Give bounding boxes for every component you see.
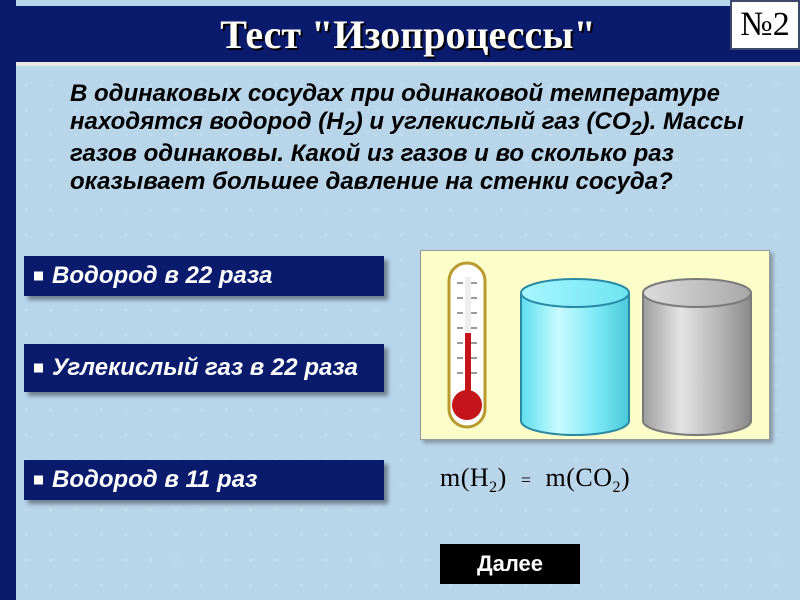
question-number-badge: №2 xyxy=(730,0,800,50)
bullet-icon xyxy=(34,476,43,485)
answer-label: Углекислый газ в 22 раза xyxy=(52,354,358,381)
answer-option-1[interactable]: Водород в 22 раза xyxy=(24,256,384,296)
page-title: Тест "Изопроцессы" xyxy=(16,6,800,62)
cylinder-1 xyxy=(521,279,629,435)
title-bar: Тест "Изопроцессы" xyxy=(16,6,800,62)
title-underline xyxy=(16,62,800,66)
bullet-icon xyxy=(34,364,43,373)
question-text: В одинаковых сосудах при одинаковой темп… xyxy=(70,80,750,196)
answer-label: Водород в 22 раза xyxy=(52,262,272,289)
cylinder-2 xyxy=(643,279,751,435)
thermometer-icon xyxy=(449,263,485,427)
diagram-panel xyxy=(420,250,770,440)
next-button[interactable]: Далее xyxy=(440,544,580,584)
answer-label: Водород в 11 раз xyxy=(52,466,257,493)
equation-text: m(H2)=m(CO2) xyxy=(440,463,770,497)
answer-option-2[interactable]: Углекислый газ в 22 раза xyxy=(24,344,384,392)
bullet-icon xyxy=(34,272,43,281)
left-edge xyxy=(0,0,16,600)
diagram-svg xyxy=(421,251,771,441)
answer-option-3[interactable]: Водород в 11 раз xyxy=(24,460,384,500)
